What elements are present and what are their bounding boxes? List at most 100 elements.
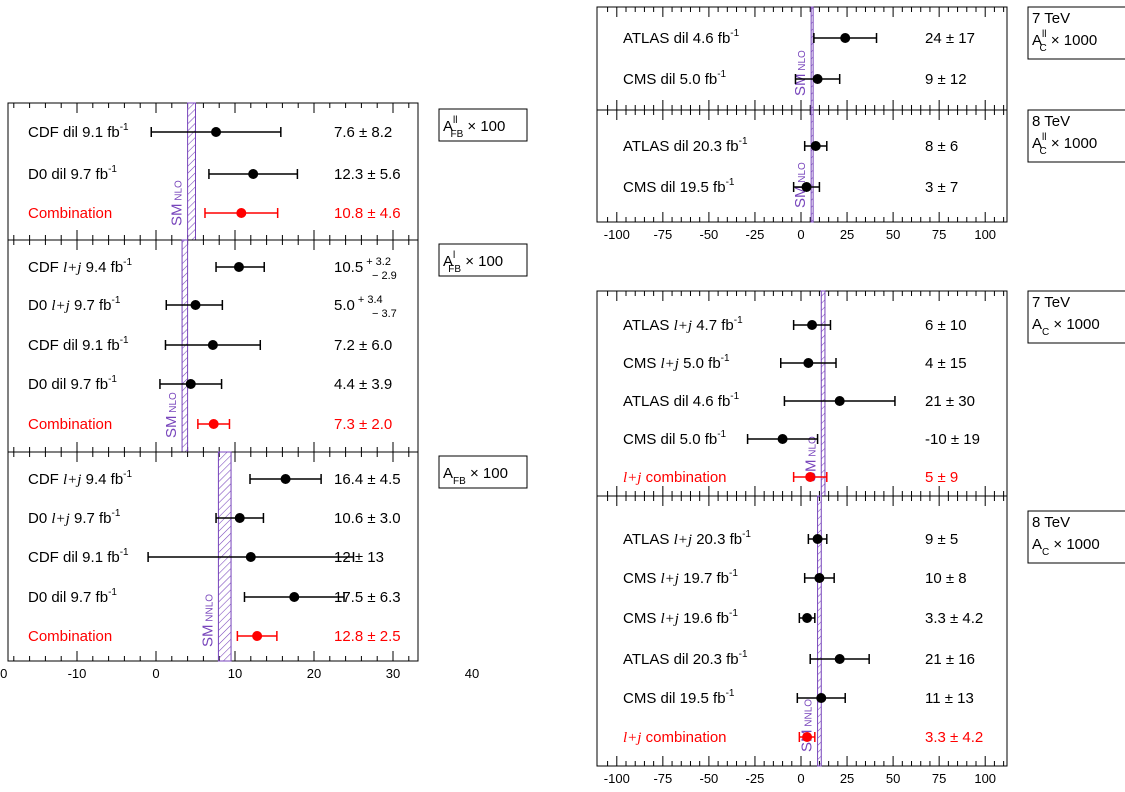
result-value: 12.3 ± 5.6 — [334, 166, 401, 183]
data-point — [834, 654, 845, 664]
result-value: 8 ± 6 — [925, 138, 958, 155]
observable-label: All C × 1000 — [1032, 29, 1097, 54]
channel-label: dil — [661, 179, 676, 196]
observable-subscript: C — [1039, 146, 1046, 157]
luminosity-label: 5.0 fb — [676, 431, 718, 448]
sm-band — [181, 239, 189, 453]
luminosity-label: 9.1 fb — [78, 337, 120, 354]
data-point — [208, 419, 219, 429]
result-central: 9 ± 5 — [925, 531, 958, 548]
result-value: -10 ± 19 — [925, 431, 980, 448]
data-point — [777, 434, 788, 444]
measurement-row: D0 dil 9.7 fb-1 17.5 ± 6.3 — [28, 587, 401, 606]
measurement-row: CDF l+j 9.4 fb-1 16.4 ± 4.5 — [28, 469, 401, 488]
row-label: ATLAS dil 20.3 fb-1 — [623, 649, 748, 668]
combination-row: l+j combination 5 ± 9 — [623, 469, 958, 486]
energy-label: 7 TeV — [1032, 10, 1070, 27]
experiment-label: CMS — [623, 355, 661, 372]
observable-scale: × 1000 — [1049, 316, 1099, 333]
observable-superscript: ll — [1042, 29, 1046, 40]
energy-label: 8 TeV — [1032, 113, 1070, 130]
sm-label-sub: NLO — [174, 180, 185, 204]
x-tick-label: 0 — [797, 771, 804, 786]
result-central: 21 ± 30 — [925, 393, 975, 410]
experiment-label: ATLAS — [623, 317, 674, 334]
data-point — [801, 182, 812, 192]
observable-subscript: FB — [450, 129, 463, 140]
luminosity-label: 9.7 fb — [66, 589, 108, 606]
luminosity-exponent: -1 — [726, 177, 735, 188]
data-point — [245, 552, 256, 562]
result-central: -10 ± 19 — [925, 431, 980, 448]
observable-subscript: FB — [448, 264, 461, 275]
x-tick-label: 20 — [307, 666, 321, 681]
sm-label: SM NLO — [792, 50, 809, 96]
experiment-label: ATLAS — [623, 531, 674, 548]
result-central: 4 ± 15 — [925, 355, 967, 372]
x-tick-label: 75 — [932, 771, 946, 786]
result-value: 5.0 + 3.4 — [334, 294, 383, 314]
channel-label: dil — [674, 138, 689, 155]
measurement-row: ATLAS dil 4.6 fb-1 24 ± 17 — [623, 28, 975, 47]
luminosity-exponent: -1 — [726, 688, 735, 699]
row-label: CDF l+j 9.4 fb-1 — [28, 469, 133, 488]
energy-label: 7 TeV — [1032, 294, 1070, 311]
measurement-row: ATLAS l+j 4.7 fb-1 6 ± 10 — [623, 315, 967, 334]
luminosity-exponent: -1 — [123, 469, 132, 480]
observable-label: Al FB × 100 — [443, 250, 503, 275]
result-value: 10.6 ± 3.0 — [334, 510, 401, 527]
channel-label: dil — [63, 549, 78, 566]
luminosity-label: 19.5 fb — [676, 179, 726, 196]
x-tick-label: 25 — [840, 771, 854, 786]
channel-label: l+j — [63, 260, 81, 276]
measurement-row: CMS dil 5.0 fb-1 -10 ± 19 — [623, 429, 980, 448]
result-central: 10 ± 8 — [925, 570, 967, 587]
observable-superscript: ll — [453, 115, 457, 126]
result-central: 4.4 ± 3.9 — [334, 376, 392, 393]
observable-label-box: AFB × 100 — [438, 455, 528, 489]
label-box-frame — [438, 243, 528, 277]
luminosity-label: 19.5 fb — [676, 690, 726, 707]
result-central: 7.2 ± 6.0 — [334, 337, 392, 354]
measurement-row: CMS l+j 5.0 fb-1 4 ± 15 — [623, 353, 967, 372]
row-label: CMS dil 19.5 fb-1 — [623, 688, 735, 707]
row-label: CDF l+j 9.4 fb-1 — [28, 257, 133, 276]
x-tick-label: 10 — [228, 666, 242, 681]
result-value: 12.8 ± 2.5 — [334, 628, 401, 645]
row-label: CMS dil 19.5 fb-1 — [623, 177, 735, 196]
row-label: CMS l+j 19.7 fb-1 — [623, 568, 738, 587]
luminosity-label: 20.3 fb — [692, 531, 742, 548]
luminosity-exponent: -1 — [729, 568, 738, 579]
panel-frame — [7, 451, 419, 662]
result-value: 10.5 + 3.2 — [334, 256, 391, 276]
sm-label-sub: NLO — [168, 392, 179, 416]
channel-label: dil — [674, 393, 689, 410]
x-tick-label: -75 — [653, 227, 672, 242]
x-tick-label: 0 — [797, 227, 804, 242]
sm-label-main: SM — [169, 204, 186, 227]
sm-band — [817, 495, 822, 767]
luminosity-label: 9.7 fb — [66, 166, 108, 183]
result-central: 21 ± 16 — [925, 651, 975, 668]
experiment-label: CMS — [623, 570, 661, 587]
luminosity-exponent: -1 — [120, 547, 129, 558]
channel-label: dil — [661, 431, 676, 448]
luminosity-label: 9.7 fb — [66, 376, 108, 393]
sm-band — [187, 102, 197, 241]
experiment-label: CMS — [623, 431, 661, 448]
luminosity-exponent: -1 — [108, 587, 117, 598]
x-tick-label: -25 — [746, 771, 765, 786]
data-point — [812, 534, 823, 544]
data-point — [190, 300, 201, 310]
experiment-label: D0 — [28, 510, 51, 527]
result-central: 3 ± 7 — [925, 179, 958, 196]
luminosity-exponent: -1 — [112, 295, 121, 306]
data-point — [280, 474, 291, 484]
data-point — [805, 472, 816, 482]
sm-label-sub: NLO — [807, 436, 818, 460]
combination-label: Combination — [28, 628, 112, 645]
luminosity-label: 4.7 fb — [692, 317, 734, 334]
